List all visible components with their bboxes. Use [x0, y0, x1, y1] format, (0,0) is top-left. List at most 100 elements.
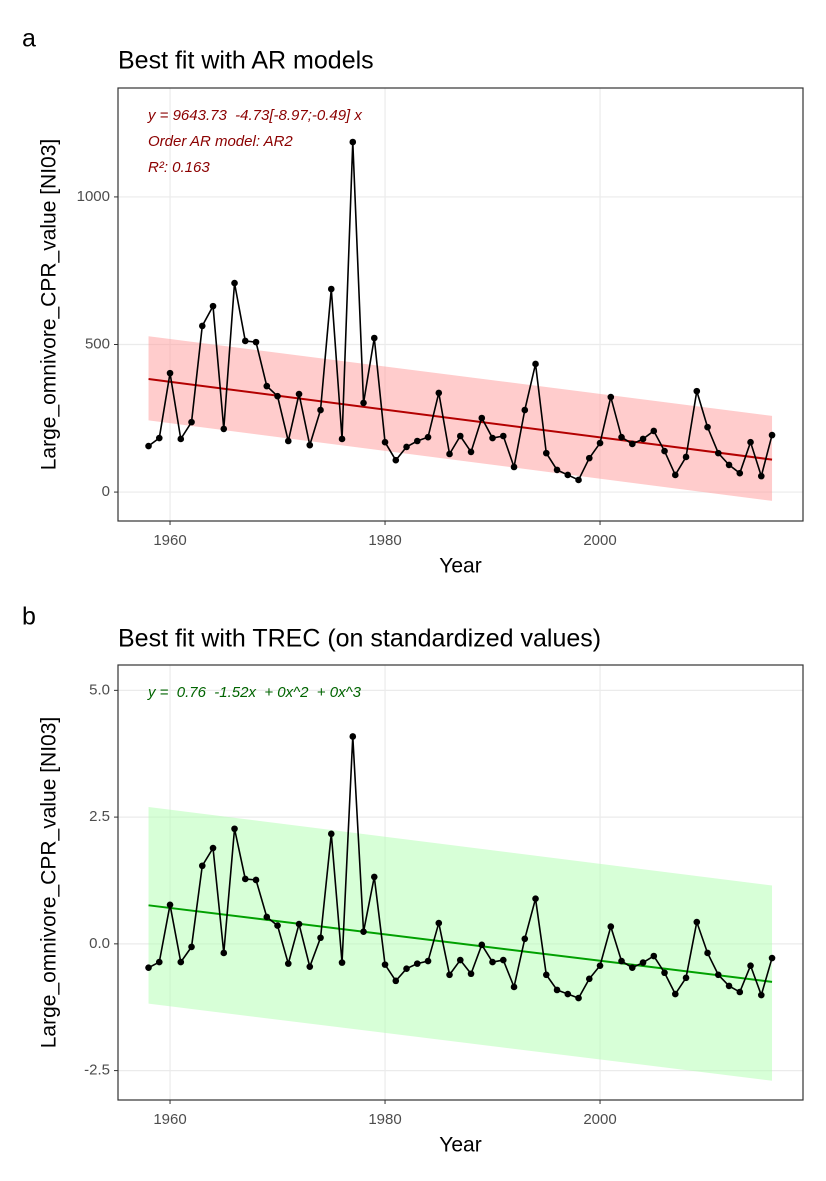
y-tick-label: 2.5 — [89, 808, 110, 825]
data-point — [327, 830, 335, 838]
data-point — [252, 338, 260, 346]
data-point — [403, 965, 410, 972]
x-tick-label: 1960 — [153, 1111, 186, 1128]
data-point — [435, 389, 443, 397]
data-point — [521, 406, 529, 414]
data-point — [628, 964, 636, 971]
data-point — [542, 971, 550, 979]
data-point — [478, 941, 486, 949]
data-point — [532, 360, 539, 368]
data-point — [284, 437, 292, 445]
data-point — [392, 456, 400, 464]
data-point — [489, 434, 496, 442]
data-point — [521, 935, 529, 943]
data-point — [263, 382, 271, 390]
data-point — [618, 433, 625, 441]
data-point — [209, 302, 217, 310]
data-point — [177, 435, 185, 443]
plot-border — [117, 664, 804, 1101]
data-point — [693, 387, 701, 395]
data-point — [370, 873, 378, 881]
data-point — [682, 453, 690, 461]
data-point — [639, 959, 647, 966]
data-point — [510, 463, 518, 471]
data-point — [499, 432, 507, 440]
data-point — [618, 957, 625, 965]
y-tick-label: 0.0 — [89, 935, 110, 952]
data-point — [338, 959, 346, 966]
data-point — [596, 962, 604, 969]
data-point — [607, 923, 615, 930]
data-point — [166, 901, 174, 909]
data-point — [725, 461, 733, 469]
data-point — [575, 994, 582, 1002]
data-point — [338, 435, 346, 443]
data-point — [467, 970, 475, 978]
data-point — [306, 441, 314, 449]
data-point — [553, 466, 561, 474]
y-axis-label: Large_omnivore_CPR_value [NI03] — [38, 717, 61, 1049]
chart-title: Best fit with TREC (on standardized valu… — [118, 625, 601, 653]
data-point — [220, 949, 228, 957]
data-point — [327, 285, 335, 293]
y-tick-label: 5.0 — [89, 681, 110, 698]
data-point — [252, 876, 260, 884]
data-point — [263, 913, 271, 921]
data-point — [456, 956, 464, 964]
data-point — [284, 960, 292, 967]
annotation: Order AR model: AR2 — [148, 133, 293, 150]
data-point — [360, 928, 367, 935]
x-tick-label: 1980 — [368, 532, 401, 549]
data-point — [564, 990, 572, 998]
data-point — [231, 825, 238, 833]
data-point — [478, 414, 486, 422]
data-point — [714, 971, 722, 979]
plot-border — [117, 87, 804, 522]
data-point — [349, 138, 357, 146]
data-point — [489, 958, 496, 966]
data-point — [596, 439, 604, 447]
data-point — [725, 982, 733, 990]
data-point — [424, 957, 432, 965]
data-point — [241, 875, 249, 883]
data-point — [747, 438, 754, 446]
data-point — [198, 862, 206, 870]
chart-title: Best fit with AR models — [118, 47, 374, 75]
data-point — [209, 844, 217, 852]
data-point — [768, 431, 776, 439]
x-tick-label: 2000 — [583, 532, 616, 549]
data-point — [671, 990, 679, 998]
data-point — [575, 476, 582, 484]
data-point — [532, 895, 539, 903]
data-point — [704, 423, 711, 431]
data-point — [628, 440, 636, 448]
data-point — [360, 399, 367, 407]
panel-label: a — [22, 25, 36, 53]
data-point — [747, 962, 754, 969]
data-point — [704, 949, 711, 957]
data-point — [650, 427, 658, 435]
data-point — [607, 393, 615, 401]
data-point — [553, 986, 561, 994]
data-point — [736, 988, 744, 996]
x-tick-label: 1960 — [153, 532, 186, 549]
data-point — [145, 964, 152, 971]
data-point — [671, 471, 679, 479]
y-tick-label: 500 — [85, 335, 110, 352]
data-point — [736, 469, 744, 477]
data-point — [188, 418, 195, 426]
data-point — [317, 934, 324, 942]
y-axis-label: Large_omnivore_CPR_value [NI03] — [38, 139, 61, 471]
data-point — [499, 956, 507, 964]
y-tick-label: 0 — [102, 483, 110, 500]
annotation: y = 0.76 -1.52x + 0x^2 + 0x^3 — [147, 684, 362, 701]
data-point — [456, 432, 464, 440]
y-tick-label: -2.5 — [84, 1062, 110, 1079]
data-point — [274, 392, 281, 400]
data-point — [585, 454, 593, 462]
data-point — [295, 920, 303, 928]
data-point — [188, 943, 195, 951]
data-point — [317, 406, 324, 414]
data-point — [542, 449, 550, 457]
